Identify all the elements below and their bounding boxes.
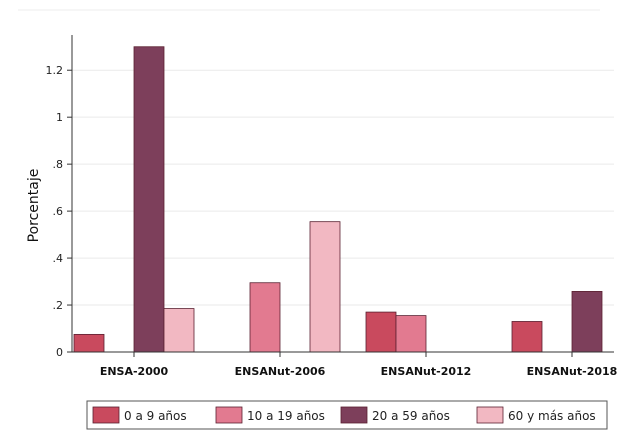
x-ticks: ENSA-2000 ENSANut-2006 ENSANut-2012 ENSANut… — [100, 352, 617, 378]
legend-label-1: 10 a 19 años — [247, 409, 325, 423]
y-tick-label: .8 — [53, 158, 64, 171]
bar-1-1 — [249, 282, 281, 353]
y-axis-title: Porcentaje — [26, 169, 42, 243]
y-tick-label: 1.2 — [46, 64, 64, 77]
y-tick-label: .6 — [53, 205, 64, 218]
x-tick-label: ENSANut-2006 — [235, 365, 326, 378]
bar-1-3 — [309, 221, 341, 353]
bar-0-3 — [163, 308, 195, 353]
y-ticks: 0 .2 .4 .6 .8 1 1.2 — [46, 64, 72, 359]
y-tick-label: .4 — [53, 252, 64, 265]
bar-0-0 — [73, 333, 105, 353]
legend-label-3: 60 y más años — [508, 409, 596, 423]
legend-label-0: 0 a 9 años — [124, 409, 187, 423]
bar-3-0 — [511, 321, 543, 353]
legend-label-2: 20 a 59 años — [372, 409, 450, 423]
bar-2-1 — [395, 315, 427, 353]
y-tick-label: 1 — [56, 111, 63, 124]
bars — [73, 46, 603, 353]
y-tick-label: 0 — [56, 346, 63, 359]
legend-swatch-3 — [476, 406, 504, 424]
x-tick-label: ENSA-2000 — [100, 365, 169, 378]
legend: 0 a 9 años 10 a 19 años 20 a 59 años 60 y m… — [86, 400, 608, 430]
y-tick-label: .2 — [53, 299, 64, 312]
bar-2-0 — [365, 311, 397, 353]
legend-swatch-1 — [215, 406, 243, 424]
legend-swatch-2 — [340, 406, 368, 424]
x-tick-label: ENSANut-2012 — [381, 365, 472, 378]
bar-3-2 — [571, 291, 603, 353]
x-tick-label: ENSANut-2018 — [527, 365, 618, 378]
bar-0-2 — [133, 46, 165, 353]
legend-swatch-0 — [92, 406, 120, 424]
